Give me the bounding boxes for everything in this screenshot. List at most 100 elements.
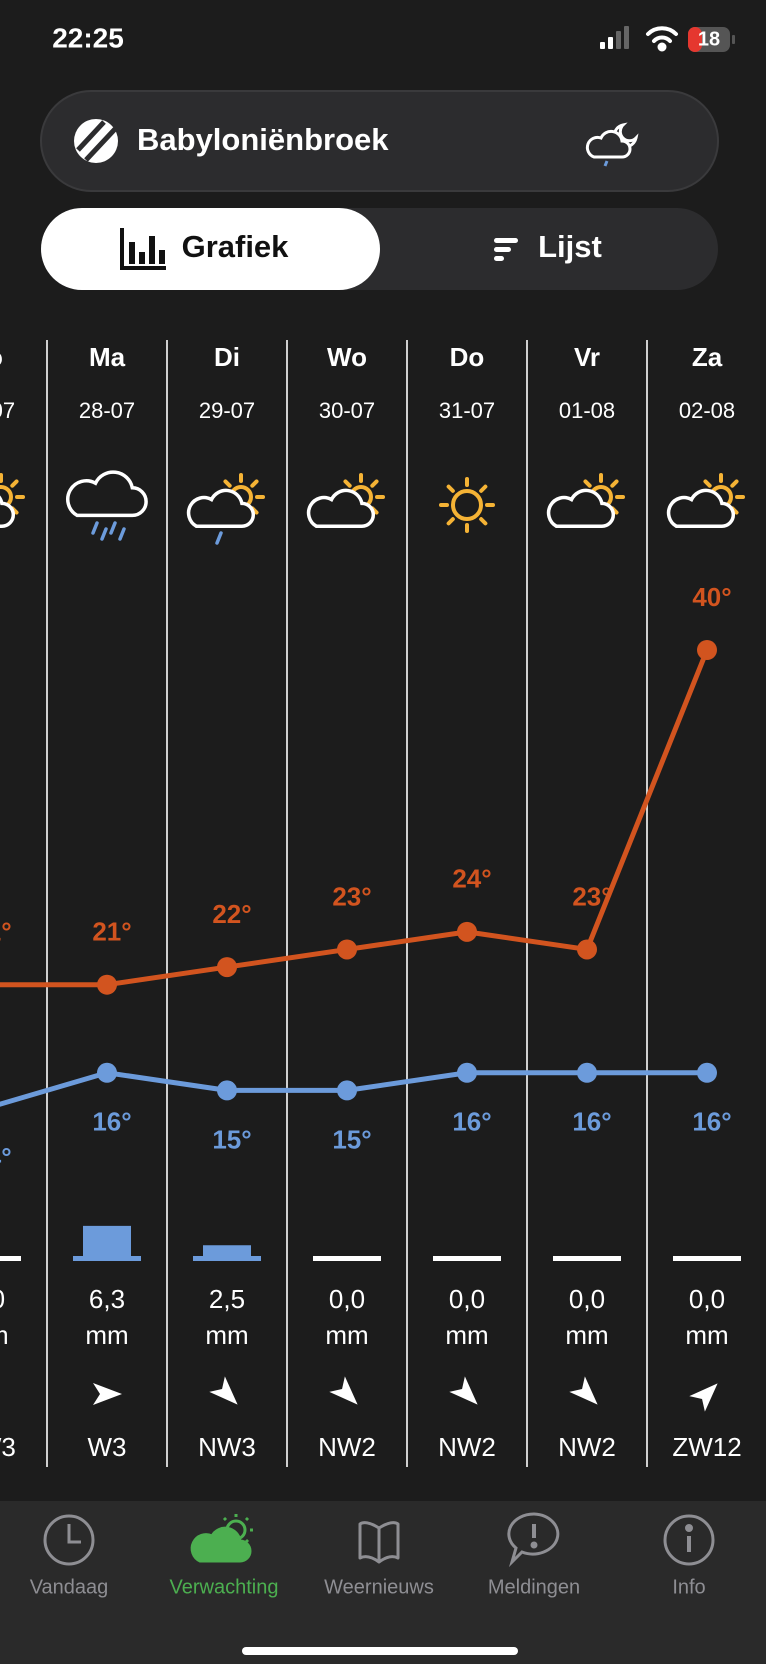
temperature-label: 21° bbox=[92, 917, 131, 947]
wind-arrow bbox=[209, 1376, 238, 1405]
weather-icon bbox=[546, 473, 625, 528]
wind-label: NW2 bbox=[558, 1432, 616, 1462]
cloud bbox=[546, 488, 615, 528]
tab-label[interactable]: Grafiek bbox=[182, 229, 290, 264]
precipitation-baseline bbox=[433, 1256, 501, 1261]
cloud bbox=[186, 488, 255, 528]
current-weather-icon bbox=[585, 122, 639, 167]
temperature-label: 23° bbox=[332, 881, 371, 911]
wind-arrow bbox=[93, 1383, 122, 1405]
day-label: Di bbox=[214, 342, 240, 372]
rain-drop bbox=[91, 521, 99, 535]
day-label: Za bbox=[692, 342, 723, 372]
day-label: Wo bbox=[327, 342, 367, 372]
rain-drop bbox=[100, 527, 108, 541]
day-label: Vr bbox=[574, 342, 600, 372]
temperature-label: 22° bbox=[212, 899, 251, 929]
nav-label[interactable]: Info bbox=[672, 1576, 705, 1598]
date-label: 31-07 bbox=[439, 398, 495, 423]
wind-label: NW3 bbox=[0, 1432, 16, 1462]
forecast-chart: Zo 27-07 Ma 28-07 Di 29-07 Wo 30-07 Do 31-07 Vr 01-… bbox=[0, 340, 745, 1467]
wind-arrow bbox=[449, 1376, 478, 1405]
weather-icon bbox=[186, 473, 265, 545]
nav-icon-news bbox=[358, 1521, 400, 1564]
temperature-point bbox=[697, 1062, 717, 1083]
sun-ray bbox=[223, 479, 232, 488]
nav-icon-clock bbox=[43, 1514, 95, 1566]
weather-icon bbox=[66, 470, 148, 541]
sun-ray bbox=[583, 479, 592, 488]
day-label: Ma bbox=[89, 342, 126, 372]
wind-label: NW2 bbox=[318, 1432, 376, 1462]
sun-ray bbox=[730, 479, 739, 488]
rain-drop bbox=[215, 531, 223, 545]
precipitation-bar bbox=[203, 1245, 251, 1258]
date-label: 27-07 bbox=[0, 398, 15, 423]
precipitation-unit: mm bbox=[0, 1320, 9, 1350]
precipitation-unit: mm bbox=[565, 1320, 608, 1350]
temperature-label: 15° bbox=[212, 1124, 251, 1154]
cloud bbox=[0, 495, 15, 528]
precipitation-unit: mm bbox=[685, 1320, 728, 1350]
nav-icon-forecast bbox=[190, 1514, 253, 1563]
temperature-label: 16° bbox=[452, 1107, 491, 1137]
day-label: Do bbox=[450, 342, 485, 372]
wind-label: NW2 bbox=[438, 1432, 496, 1462]
temperature-label: 14° bbox=[0, 1142, 12, 1172]
date-label: 29-07 bbox=[199, 398, 255, 423]
date-label: 01-08 bbox=[559, 398, 615, 423]
chart-tab-icon bbox=[120, 228, 166, 270]
temperature-label: 21° bbox=[0, 917, 12, 947]
wind-arrow bbox=[689, 1383, 718, 1412]
wind-label: ZW12 bbox=[672, 1432, 741, 1462]
temperature-label: 40° bbox=[692, 582, 731, 612]
precipitation-unit: mm bbox=[445, 1320, 488, 1350]
precipitation-baseline bbox=[313, 1256, 381, 1261]
nav-label[interactable]: Vandaag bbox=[30, 1576, 109, 1598]
sun-ray bbox=[10, 479, 19, 488]
sun-ray bbox=[370, 479, 379, 488]
location-logo bbox=[74, 119, 118, 163]
date-label: 30-07 bbox=[319, 398, 375, 423]
temperature-point bbox=[577, 939, 597, 960]
wind-arrow bbox=[329, 1376, 358, 1405]
wind-label: W3 bbox=[88, 1432, 127, 1462]
precipitation-baseline bbox=[73, 1256, 141, 1261]
temperature-point bbox=[337, 1080, 357, 1101]
cloud bbox=[666, 488, 735, 528]
temperature-point bbox=[577, 1062, 597, 1083]
temperature-point bbox=[697, 640, 717, 660]
weather-icon bbox=[0, 473, 25, 528]
temperature-label: 16° bbox=[92, 1107, 131, 1137]
temperature-point bbox=[97, 1062, 117, 1083]
sun-ray bbox=[479, 517, 488, 526]
nav-label[interactable]: Meldingen bbox=[488, 1576, 580, 1598]
temperature-label: 15° bbox=[332, 1124, 371, 1154]
tab-label[interactable]: Lijst bbox=[538, 229, 602, 264]
rain-drop bbox=[109, 521, 117, 535]
temperature-point bbox=[337, 939, 357, 960]
nav-label[interactable]: Weernieuws bbox=[324, 1576, 434, 1598]
temperature-point bbox=[97, 974, 117, 995]
temperature-point bbox=[457, 1062, 477, 1083]
sun-ray bbox=[610, 479, 619, 488]
precipitation-label: 0,0 bbox=[329, 1284, 365, 1314]
temperature-point bbox=[217, 957, 237, 978]
temperature-point bbox=[217, 1080, 237, 1101]
temperature-label: 16° bbox=[692, 1107, 731, 1137]
temperature-label: 23° bbox=[572, 881, 611, 911]
weather-icon bbox=[306, 473, 385, 528]
battery-cap bbox=[732, 35, 735, 44]
precipitation-baseline bbox=[0, 1256, 21, 1261]
precipitation-unit: mm bbox=[325, 1320, 368, 1350]
sun-ray bbox=[343, 479, 352, 488]
sun bbox=[451, 489, 483, 521]
nav-label[interactable]: Verwachting bbox=[170, 1576, 279, 1598]
weather-icon bbox=[666, 473, 745, 528]
location-bar[interactable] bbox=[40, 90, 719, 192]
precipitation-baseline bbox=[193, 1256, 261, 1261]
date-label: 02-08 bbox=[679, 398, 735, 423]
day-label: Zo bbox=[0, 342, 3, 372]
